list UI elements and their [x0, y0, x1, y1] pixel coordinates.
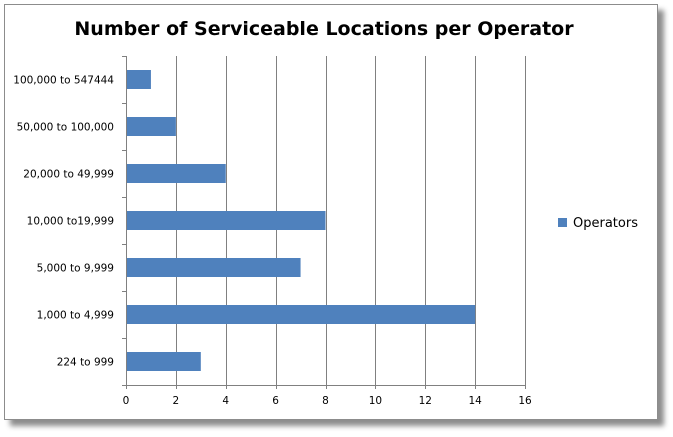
x-tick-label: 6 — [272, 395, 279, 407]
legend-label-operators: Operators — [573, 216, 638, 231]
bar — [127, 258, 301, 277]
x-tick-label: 4 — [222, 395, 229, 407]
bar — [127, 70, 151, 89]
category-label: 20,000 to 49,999 — [23, 169, 114, 181]
x-tick-label: 10 — [369, 395, 382, 407]
x-tick-label: 8 — [322, 395, 329, 407]
chart-frame — [4, 4, 658, 420]
bar — [127, 211, 326, 230]
category-label: 1,000 to 4,999 — [37, 310, 114, 322]
chart-title: Number of Serviceable Locations per Oper… — [74, 18, 574, 40]
bar — [127, 305, 476, 324]
bar — [127, 352, 201, 371]
legend-swatch-operators — [558, 218, 567, 227]
x-tick-label: 16 — [518, 395, 532, 407]
x-tick-label: 12 — [419, 395, 432, 407]
axes — [122, 56, 526, 389]
category-labels: 100,000 to 547444 50,000 to 100,000 20,000… — [13, 75, 114, 369]
x-tick-label: 0 — [123, 395, 130, 407]
category-label: 50,000 to 100,000 — [17, 122, 114, 134]
category-label: 100,000 to 547444 — [13, 75, 114, 87]
category-label: 224 to 999 — [57, 357, 114, 369]
bars — [127, 70, 476, 371]
gridlines — [176, 56, 526, 385]
x-tick-label: 14 — [468, 395, 482, 407]
category-label: 10,000 to19,999 — [27, 216, 114, 228]
category-label: 5,000 to 9,999 — [37, 263, 114, 275]
x-tick-label: 2 — [173, 395, 180, 407]
legend: Operators — [558, 216, 638, 231]
bar — [127, 117, 176, 136]
x-tick-labels: 0 2 4 6 8 10 12 14 16 — [123, 395, 532, 407]
bar — [127, 164, 226, 183]
